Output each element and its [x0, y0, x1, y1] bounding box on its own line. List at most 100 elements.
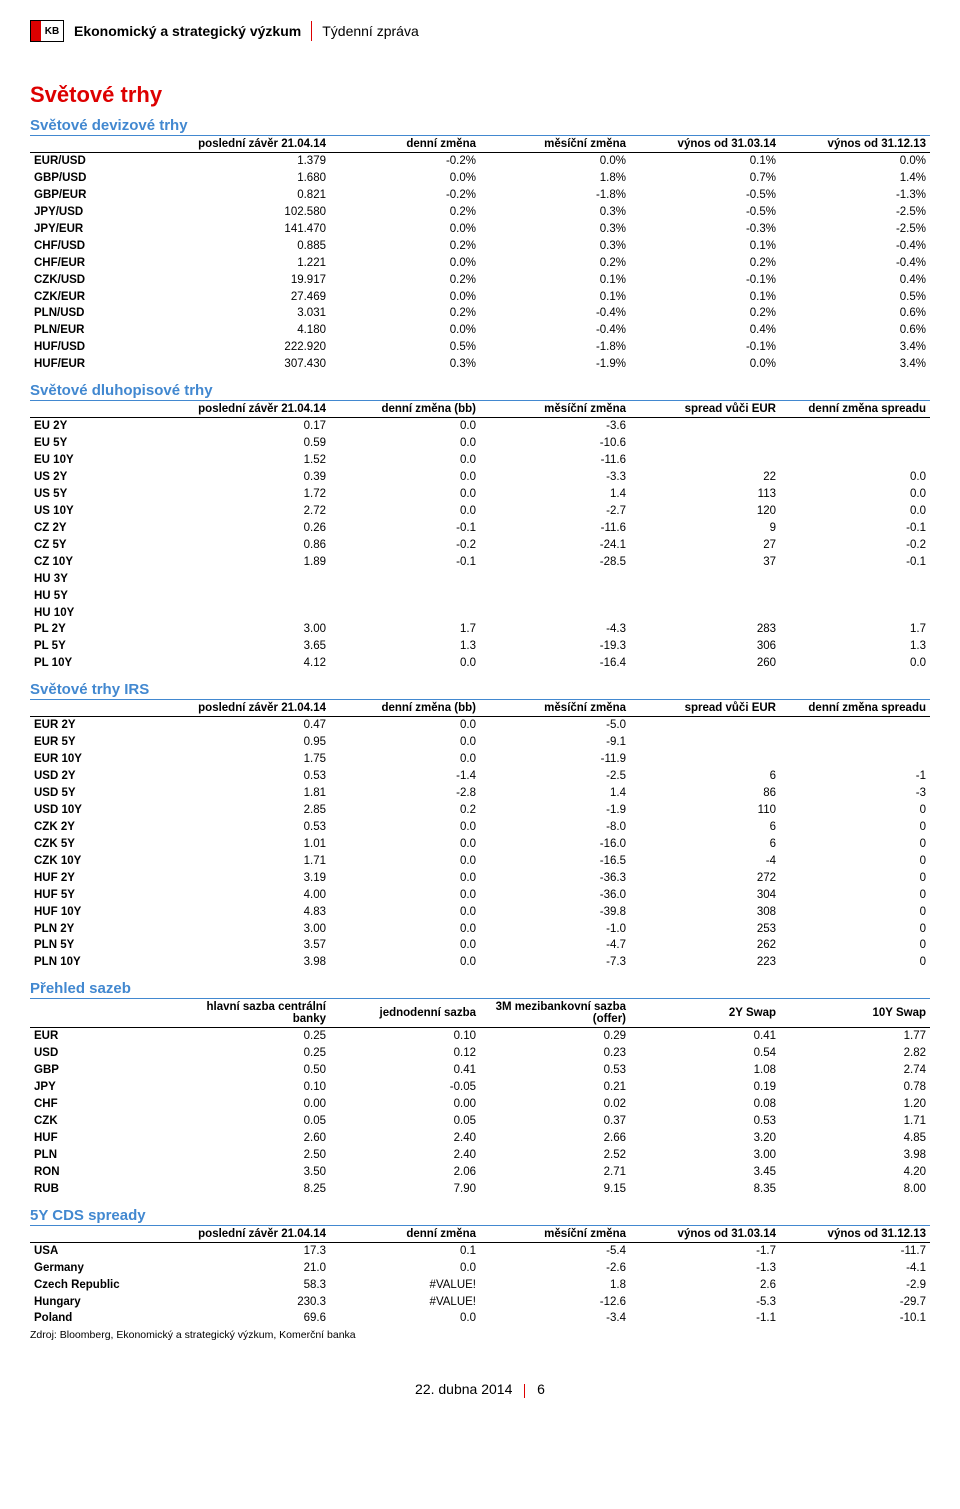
table-cell: -10.6 [480, 435, 630, 452]
table-cell: 8.00 [780, 1181, 930, 1198]
table-cell: 0.0 [330, 853, 480, 870]
table-cell: EU 10Y [30, 452, 180, 469]
section-title-rates: Přehled sazeb [30, 977, 930, 999]
table-row: GBP/USD1.6800.0%1.8%0.7%1.4% [30, 170, 930, 187]
table-row: EU 10Y1.520.0-11.6 [30, 452, 930, 469]
table-header [30, 700, 180, 717]
table-cell [180, 588, 330, 605]
table-cell: -0.1% [630, 272, 780, 289]
table-cell: -0.1 [330, 520, 480, 537]
table-cell: 1.72 [180, 486, 330, 503]
table-cell [630, 571, 780, 588]
table-cell: 0.10 [330, 1028, 480, 1045]
document-header: KB Ekonomický a strategický výzkum Týden… [30, 20, 930, 42]
table-cell: -2.5 [480, 768, 630, 785]
table-row: CZK 5Y1.010.0-16.060 [30, 836, 930, 853]
table-cell: 22 [630, 469, 780, 486]
table-cell: 0 [780, 853, 930, 870]
table-cell: RUB [30, 1181, 180, 1198]
table-header: výnos od 31.12.13 [780, 1226, 930, 1243]
table-cell: 0.0 [780, 486, 930, 503]
logo-kb-text: KB [41, 21, 63, 41]
table-cell: -29.7 [780, 1294, 930, 1311]
table-row: Hungary230.3#VALUE!-12.6-5.3-29.7 [30, 1294, 930, 1311]
table-cell: 1.20 [780, 1096, 930, 1113]
table-cell: 21.0 [180, 1260, 330, 1277]
table-header: denní změna (bb) [330, 700, 480, 717]
table-cell: 0.5% [780, 289, 930, 306]
table-cell: 8.25 [180, 1181, 330, 1198]
table-row: CHF/EUR1.2210.0%0.2%0.2%-0.4% [30, 255, 930, 272]
table-cell: USD [30, 1045, 180, 1062]
table-row: CZK/EUR27.4690.0%0.1%0.1%0.5% [30, 289, 930, 306]
table-cell: 0.0% [330, 221, 480, 238]
table-header: měsíční změna [480, 1226, 630, 1243]
table-cell [630, 751, 780, 768]
table-cell: CZK [30, 1113, 180, 1130]
table-cell [780, 734, 930, 751]
table-cell: 0 [780, 836, 930, 853]
table-cell: 0.0 [330, 418, 480, 435]
table-cell [480, 588, 630, 605]
table-cell: 3.031 [180, 305, 330, 322]
table-cell: -19.3 [480, 638, 630, 655]
table-row: EUR 10Y1.750.0-11.9 [30, 751, 930, 768]
header-separator [311, 21, 312, 41]
table-cell: 0.0 [330, 819, 480, 836]
table-cell: HUF [30, 1130, 180, 1147]
table-cell: 0.2% [330, 305, 480, 322]
table-cell: -1.7 [630, 1242, 780, 1259]
table-cell: -36.0 [480, 887, 630, 904]
table-cell: 0.53 [630, 1113, 780, 1130]
table-cell [630, 452, 780, 469]
section-title-cds: 5Y CDS spready [30, 1204, 930, 1226]
table-cell: 0 [780, 921, 930, 938]
table-cell [330, 588, 480, 605]
table-cell: 0.3% [480, 221, 630, 238]
table-cell [780, 418, 930, 435]
table-header: 3M mezibankovní sazba (offer) [480, 999, 630, 1028]
footer-separator [524, 1384, 525, 1398]
table-cell: 1.4% [780, 170, 930, 187]
table-cell: -0.2 [330, 537, 480, 554]
table-cell: 0.0 [330, 904, 480, 921]
table-row: PLN2.502.402.523.003.98 [30, 1147, 930, 1164]
table-cell: 19.917 [180, 272, 330, 289]
rates-table: hlavní sazba centrální bankyjednodenní s… [30, 999, 930, 1197]
table-header: 10Y Swap [780, 999, 930, 1028]
table-cell: -16.4 [480, 655, 630, 672]
table-row: USD 10Y2.850.2-1.91100 [30, 802, 930, 819]
table-cell [330, 571, 480, 588]
table-cell: 0.1% [630, 289, 780, 306]
table-cell: 0.23 [480, 1045, 630, 1062]
table-cell: 1.7 [330, 621, 480, 638]
table-header: poslední závěr 21.04.14 [180, 700, 330, 717]
table-row: JPY0.10-0.050.210.190.78 [30, 1079, 930, 1096]
table-cell: -1.9 [480, 802, 630, 819]
table-cell: 102.580 [180, 204, 330, 221]
table-cell: 3.57 [180, 937, 330, 954]
table-row: PLN 10Y3.980.0-7.32230 [30, 954, 930, 971]
table-cell: 2.52 [480, 1147, 630, 1164]
table-cell: 113 [630, 486, 780, 503]
table-cell: -0.2 [780, 537, 930, 554]
table-cell: 4.85 [780, 1130, 930, 1147]
table-cell: GBP/EUR [30, 187, 180, 204]
table-header [30, 1226, 180, 1243]
table-cell: 0.08 [630, 1096, 780, 1113]
table-cell: -0.05 [330, 1079, 480, 1096]
table-cell: 0.0% [330, 170, 480, 187]
table-cell: -4.3 [480, 621, 630, 638]
table-cell: PL 5Y [30, 638, 180, 655]
table-cell: 222.920 [180, 339, 330, 356]
table-cell: 0.37 [480, 1113, 630, 1130]
table-row: EUR/USD1.379-0.2%0.0%0.1%0.0% [30, 153, 930, 170]
table-cell: 3.98 [180, 954, 330, 971]
table-cell: 260 [630, 655, 780, 672]
table-cell: -3 [780, 785, 930, 802]
table-cell [780, 452, 930, 469]
table-cell: -0.4% [480, 322, 630, 339]
table-cell: 0.0 [330, 435, 480, 452]
table-cell: -0.1 [330, 554, 480, 571]
table-cell: JPY/USD [30, 204, 180, 221]
